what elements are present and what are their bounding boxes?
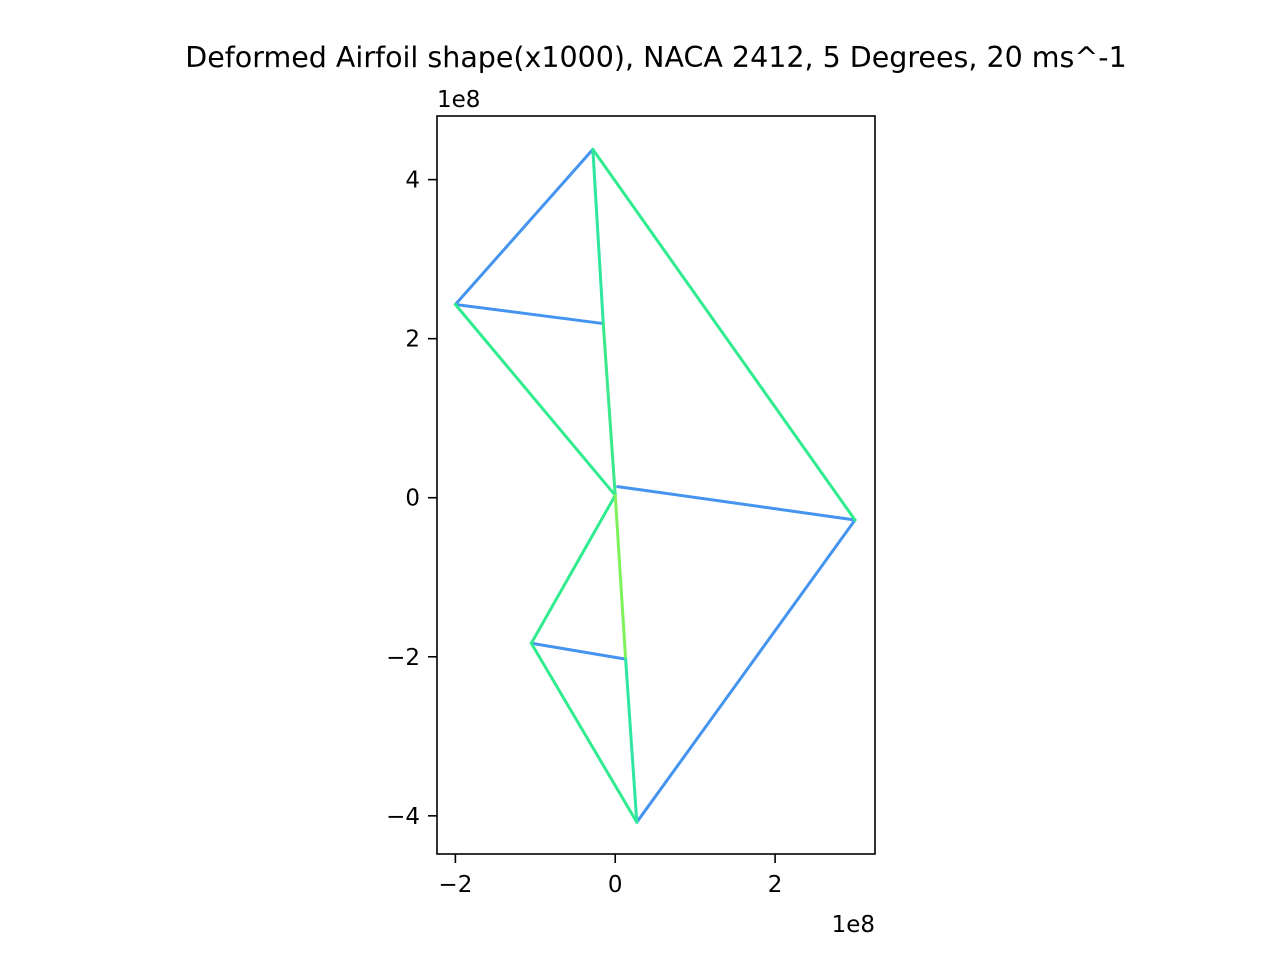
segment-n7-n9 (529, 641, 639, 824)
airfoil-segments (453, 147, 857, 824)
segment-n2-n3 (453, 302, 605, 326)
y-tick-label: 0 (405, 486, 420, 512)
y-tick-label: −4 (386, 804, 420, 830)
segment-n5-n6 (616, 485, 857, 522)
x-axis-ticks: −2 0 2 (438, 854, 782, 898)
chart-title: Deformed Airfoil shape(x1000), NACA 2412… (185, 41, 1126, 74)
segment-n1-n3 (591, 147, 605, 326)
segment-n3-n4 (601, 322, 617, 497)
segment-n1-n6 (591, 147, 857, 522)
x-tick-label: 0 (608, 872, 623, 898)
x-tick-label: 2 (768, 872, 783, 898)
x-axis-offset-label: 1e8 (832, 912, 875, 938)
y-tick-label: 4 (405, 168, 420, 194)
y-axis-ticks: −4 −2 0 2 4 (386, 168, 437, 830)
segment-n7-n8 (529, 641, 628, 661)
x-tick-label: −2 (438, 872, 472, 898)
segment-n2-n4 (453, 302, 617, 497)
segment-n4-n8 (613, 493, 628, 661)
plot-frame (436, 115, 876, 855)
segment-n4-n7 (529, 493, 617, 645)
segment-n1-n2 (453, 147, 595, 306)
segment-n8-n9 (624, 657, 639, 824)
segment-n6-n9 (635, 518, 857, 824)
y-axis-offset-label: 1e8 (437, 87, 480, 113)
y-tick-label: −2 (386, 645, 420, 671)
y-tick-label: 2 (405, 327, 420, 353)
